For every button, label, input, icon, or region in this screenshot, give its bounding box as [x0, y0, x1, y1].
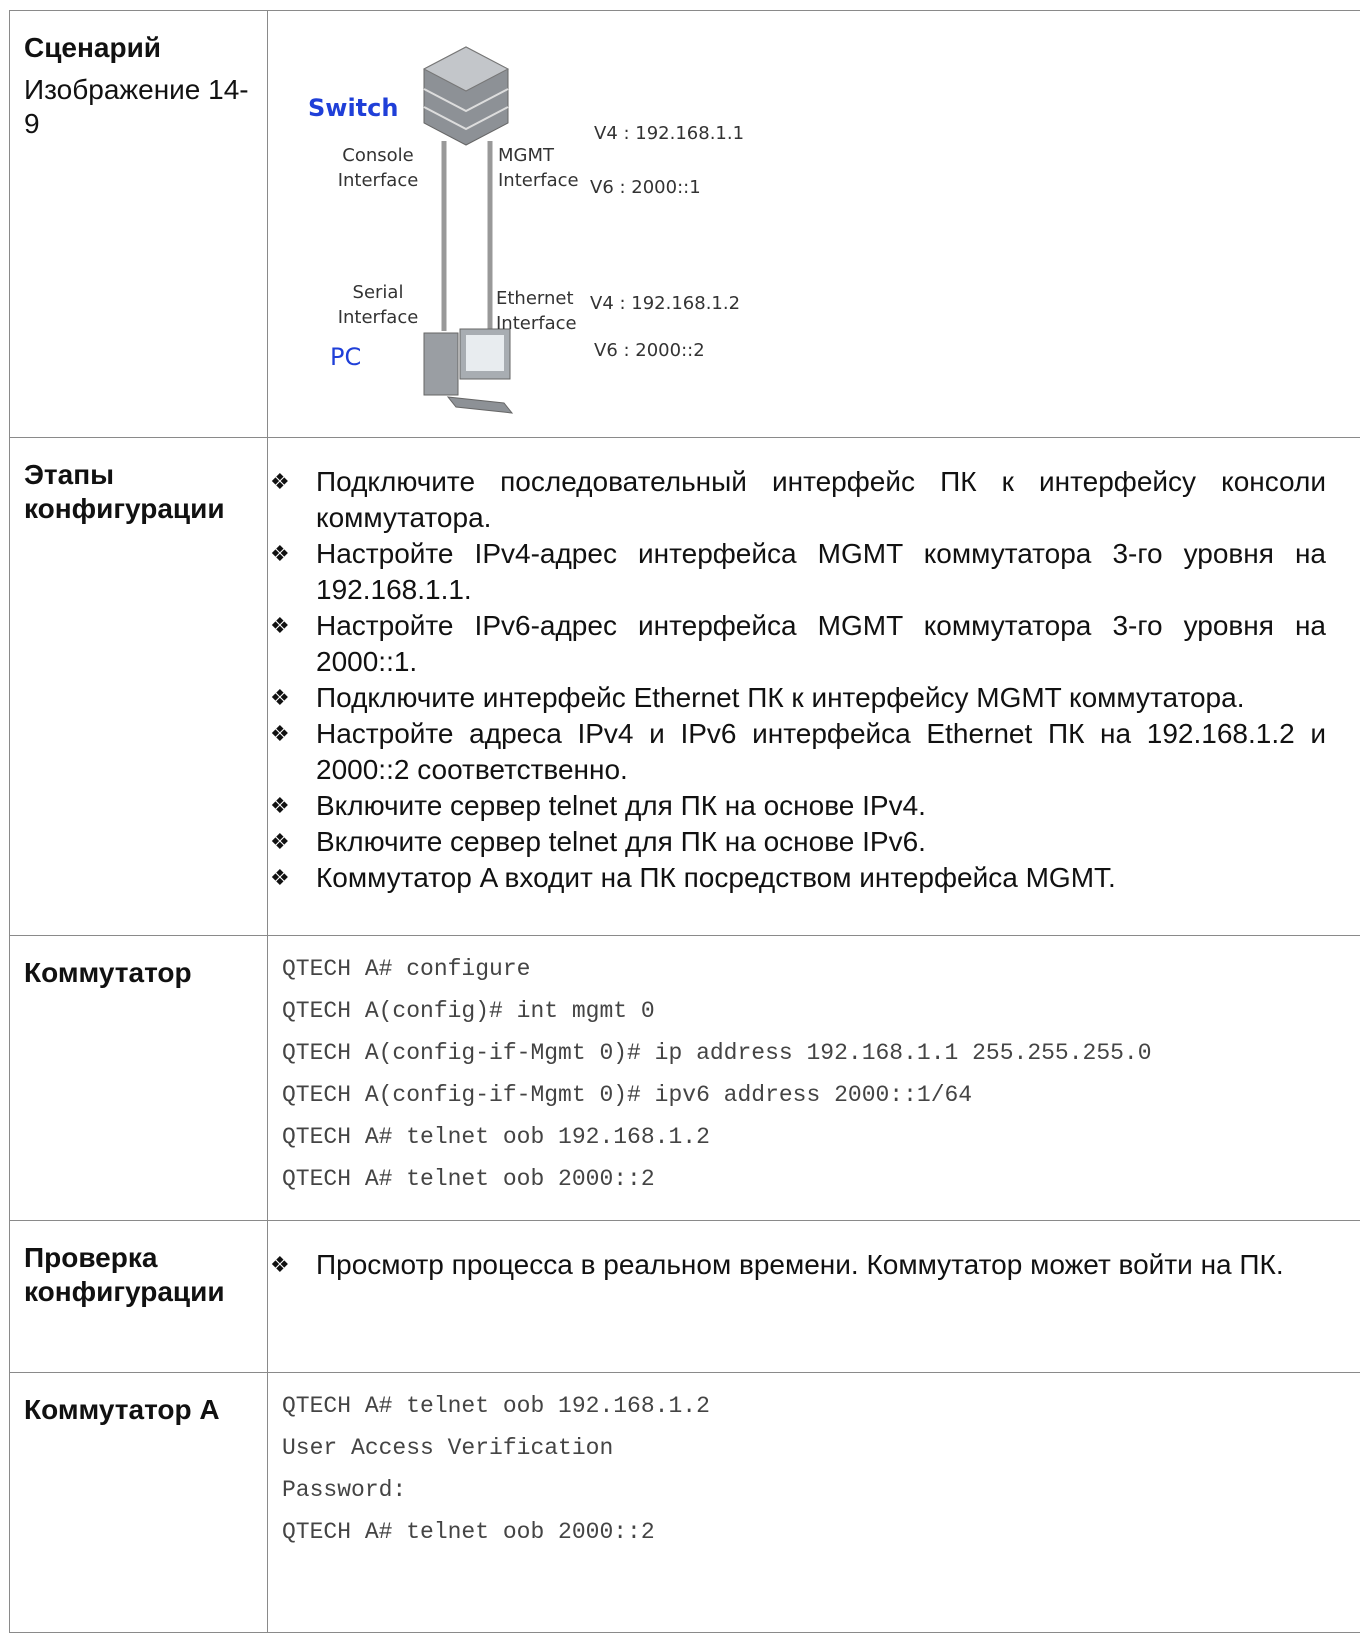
- bullet-list: Просмотр процесса в реальном времени. Ко…: [268, 1247, 1326, 1283]
- pc-keyboard: [448, 397, 512, 413]
- code-line: User Access Verification: [282, 1427, 1328, 1469]
- pc-tower: [424, 333, 458, 395]
- pc-screen: [466, 335, 504, 371]
- code-line: QTECH A(config)# int mgmt 0: [282, 990, 1328, 1032]
- label-cell: Проверка конфигурации: [10, 1221, 268, 1373]
- table-row: Коммутатор A QTECH A# telnet oob 192.168.…: [10, 1373, 1360, 1633]
- bullet-item: Подключите последовательный интерфейс ПК…: [316, 464, 1326, 536]
- code-line: Password:: [282, 1469, 1328, 1511]
- code-line: QTECH A(config-if-Mgmt 0)# ipv6 address …: [282, 1074, 1328, 1116]
- mgmt-label: Interface: [498, 170, 579, 191]
- figure-caption: Изображение 14-9: [24, 73, 257, 141]
- content-cell: Просмотр процесса в реальном времени. Ко…: [268, 1221, 1360, 1373]
- row-label: Коммутатор: [24, 956, 257, 990]
- serial-label: Interface: [338, 307, 419, 328]
- label-cell: Коммутатор A: [10, 1373, 268, 1633]
- table-row: Проверка конфигурации Просмотр процесса в…: [10, 1221, 1360, 1373]
- bullet-item: Подключите интерфейс Ethernet ПК к интер…: [316, 680, 1326, 716]
- config-table: Сценарий Изображение 14-9 Switch PC Console I…: [9, 10, 1360, 1633]
- table-row: Сценарий Изображение 14-9 Switch PC Console I…: [10, 11, 1360, 438]
- table-row: Этапы конфигурации Подключите последовате…: [10, 438, 1360, 936]
- label-cell: Этапы конфигурации: [10, 438, 268, 936]
- console-label: Interface: [338, 170, 419, 191]
- topology-diagram: Switch PC Console Interface MGMT Interface Ser…: [268, 11, 1360, 431]
- bullet-item: Коммутатор A входит на ПК посредством ин…: [316, 860, 1326, 896]
- code-line: QTECH A# telnet oob 192.168.1.2: [282, 1116, 1328, 1158]
- pc-label: PC: [330, 343, 361, 371]
- console-label: Console: [342, 145, 413, 166]
- row-label: Сценарий: [24, 31, 257, 65]
- row-label: Коммутатор A: [24, 1393, 257, 1427]
- serial-label: Serial: [353, 282, 404, 303]
- ethernet-label: Interface: [496, 313, 577, 334]
- content-cell: Подключите последовательный интерфейс ПК…: [268, 438, 1360, 936]
- bullet-item: Просмотр процесса в реальном времени. Ко…: [316, 1247, 1326, 1283]
- bullet-item: Настройте IPv6-адрес интерфейса MGMT ком…: [316, 608, 1326, 680]
- row-label: Проверка конфигурации: [24, 1241, 257, 1309]
- content-cell: Switch PC Console Interface MGMT Interface Ser…: [268, 11, 1360, 438]
- label-cell: Сценарий Изображение 14-9: [10, 11, 268, 438]
- ethernet-label: Ethernet: [496, 288, 574, 309]
- bullet-item: Настройте адреса IPv4 и IPv6 интерфейса …: [316, 716, 1326, 788]
- bullet-item: Настройте IPv4-адрес интерфейса MGMT ком…: [316, 536, 1326, 608]
- switch-label: Switch: [308, 94, 398, 122]
- label-cell: Коммутатор: [10, 936, 268, 1221]
- code-line: QTECH A# telnet oob 2000::2: [282, 1158, 1328, 1200]
- code-line: QTECH A(config-if-Mgmt 0)# ip address 19…: [282, 1032, 1328, 1074]
- code-line: QTECH A# telnet oob 192.168.1.2: [282, 1385, 1328, 1427]
- row-label: Этапы конфигурации: [24, 458, 257, 526]
- bullet-item: Включите сервер telnet для ПК на основе …: [316, 824, 1326, 860]
- switch-ipv4: V4 : 192.168.1.1: [594, 123, 744, 144]
- switch-ipv6: V6 : 2000::1: [590, 177, 701, 198]
- mgmt-label: MGMT: [498, 145, 555, 166]
- pc-ipv6: V6 : 2000::2: [594, 340, 705, 361]
- code-line: QTECH A# configure: [282, 948, 1328, 990]
- bullet-list: Подключите последовательный интерфейс ПК…: [268, 464, 1326, 896]
- pc-ipv4: V4 : 192.168.1.2: [590, 293, 740, 314]
- bullet-item: Включите сервер telnet для ПК на основе …: [316, 788, 1326, 824]
- code-line: QTECH A# telnet oob 2000::2: [282, 1511, 1328, 1553]
